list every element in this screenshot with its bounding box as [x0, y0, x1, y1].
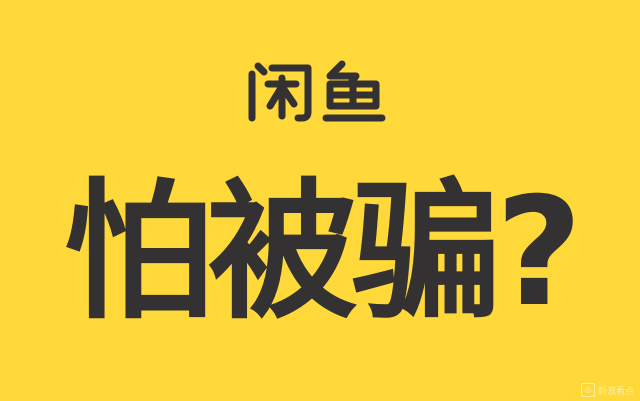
watermark: ◎ 新浪看点 — [580, 383, 634, 397]
watermark-logo-icon: ◎ — [580, 383, 595, 397]
headline: 怕被骗? — [63, 166, 582, 340]
xianyu-logo-icon — [248, 60, 386, 122]
watermark-text: 新浪看点 — [597, 386, 634, 397]
xianyu-logo — [246, 60, 394, 124]
